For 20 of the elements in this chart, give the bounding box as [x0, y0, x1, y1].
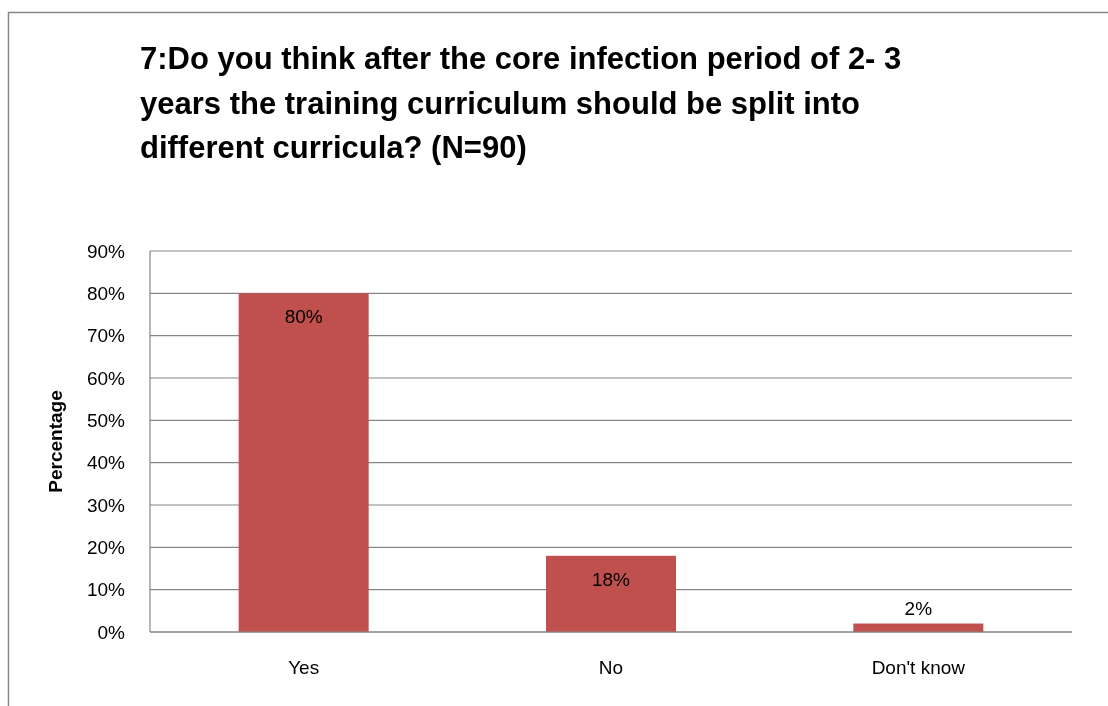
- y-tick-label: 0%: [97, 621, 126, 643]
- y-tick-label: 90%: [86, 240, 126, 262]
- data-label: 80%: [284, 306, 323, 328]
- y-tick-label: 10%: [86, 579, 126, 601]
- bar: [546, 555, 676, 632]
- x-tick-label: Don't know: [871, 656, 966, 678]
- data-label: 18%: [591, 568, 631, 590]
- y-tick-label: 20%: [86, 536, 126, 558]
- y-tick-label: 30%: [86, 494, 126, 516]
- x-tick-label: No: [598, 656, 624, 678]
- y-tick-label: 80%: [86, 282, 126, 304]
- chart-title: 7:Do you think after the core infection period of 2- 3 years the training curriculum should be split into different curricula? (N=90): [140, 41, 902, 165]
- y-tick-label: 70%: [86, 325, 126, 347]
- y-tick-label: 50%: [86, 409, 126, 431]
- data-label: 2%: [904, 597, 933, 619]
- y-axis-title: Percentage: [45, 390, 66, 493]
- y-tick-label: 60%: [86, 367, 126, 389]
- y-tick-label: 40%: [86, 452, 126, 474]
- x-tick-label: Yes: [288, 656, 320, 678]
- bar: [238, 293, 369, 632]
